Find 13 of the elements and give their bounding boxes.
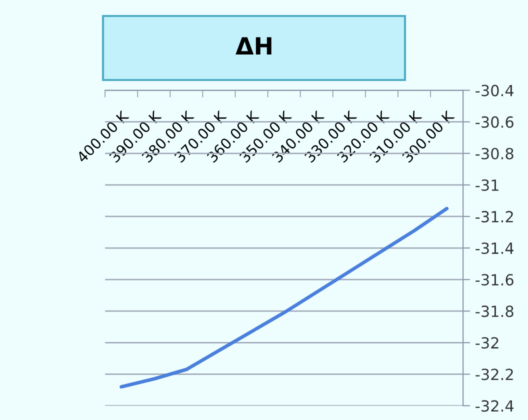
y-tick-label: -31.4: [476, 242, 514, 254]
y-tick-label: -32.4: [476, 400, 514, 412]
y-tick-label: -32: [476, 337, 498, 349]
y-tick-label: -30.8: [476, 148, 514, 160]
y-tick-label: -31.8: [476, 306, 514, 318]
y-tick-label: -30.4: [476, 84, 514, 96]
y-tick-label: -31.2: [476, 210, 513, 222]
y-tick-label: -32.2: [476, 368, 513, 380]
y-tick-label: -31.6: [476, 274, 514, 286]
chart-title: ΔH: [236, 37, 272, 55]
line-series: [120, 206, 449, 389]
y-tick-label: -31: [476, 179, 498, 191]
y-tick-label: -30.6: [476, 116, 514, 128]
